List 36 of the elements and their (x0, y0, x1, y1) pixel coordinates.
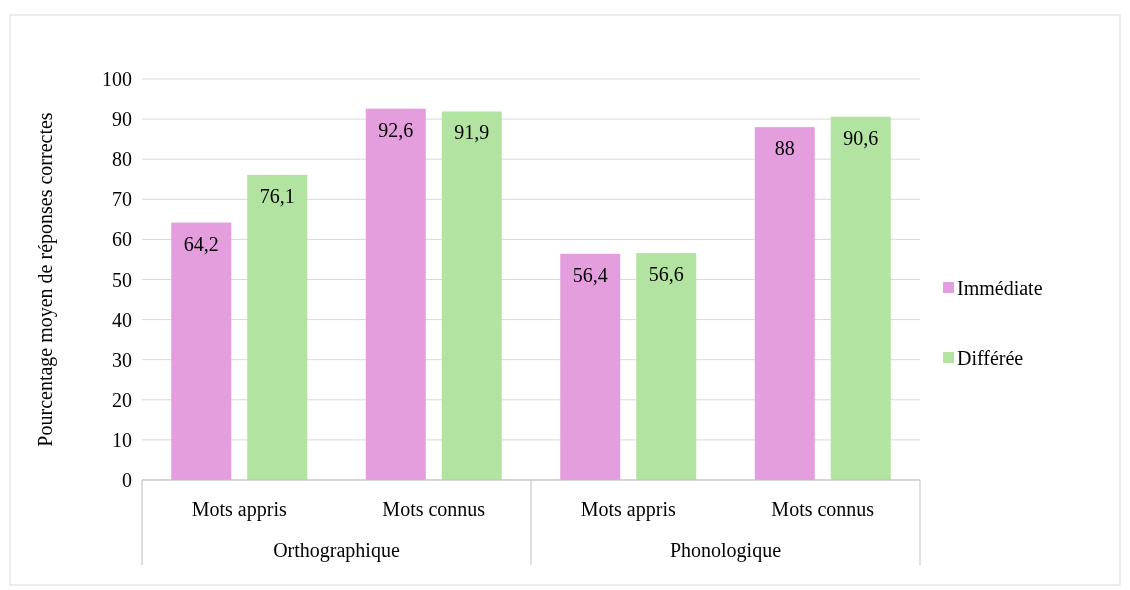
y-tick-label: 10 (112, 428, 132, 451)
data-label: 92,6 (378, 118, 414, 141)
legend-label: Immédiate (957, 277, 1043, 299)
y-tick-label: 40 (112, 308, 132, 331)
bar (560, 253, 621, 480)
y-tick-label: 80 (112, 148, 132, 171)
data-label: 56,4 (572, 263, 608, 286)
y-tick-label: 100 (102, 68, 132, 90)
y-tick-label: 60 (112, 228, 132, 251)
bar (441, 111, 502, 480)
data-label: 76,1 (259, 184, 295, 207)
data-label: 91,9 (454, 121, 490, 144)
text: Orthographique (273, 539, 400, 562)
bar (636, 253, 697, 480)
data-label: 64,2 (183, 232, 219, 255)
bar (754, 127, 815, 480)
data-label: 56,6 (648, 263, 684, 286)
x-tick-label: Mots connus (771, 498, 875, 520)
y-tick-label: 0 (122, 469, 132, 491)
y-tick-label: 90 (112, 108, 132, 131)
x-tick-label: Mots appris (191, 498, 287, 521)
legend-label: Différée (957, 347, 1024, 369)
x-tick-label: Mots connus (382, 498, 486, 520)
bar (247, 174, 308, 480)
y-axis-title: Pourcentage moyen de réponses correctes (34, 112, 57, 447)
x-tick-label: Mots appris (580, 498, 676, 521)
y-tick-label: 20 (112, 388, 132, 411)
y-tick-label: 70 (112, 188, 132, 211)
data-label: 88 (774, 137, 795, 160)
bar (171, 222, 232, 480)
bar (830, 116, 891, 480)
y-tick-label: 30 (112, 348, 132, 371)
text: Phonologique (669, 539, 782, 562)
y-tick-label: 50 (112, 268, 132, 291)
data-label: 90,6 (843, 126, 879, 149)
bar (365, 108, 426, 480)
